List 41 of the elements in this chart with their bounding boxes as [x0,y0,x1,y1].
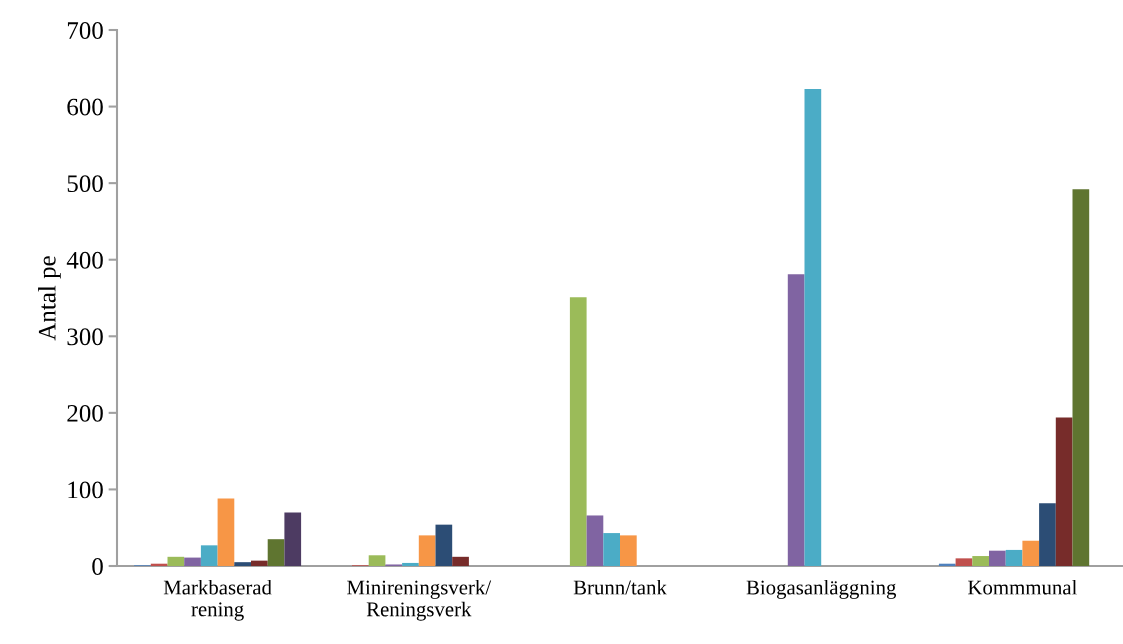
bar [972,556,989,566]
bar [569,297,587,566]
bar [368,555,386,566]
y-tick-label: 600 [67,98,103,116]
bar [167,556,185,566]
bar [787,274,805,566]
y-tick-label: 500 [67,175,103,193]
bar [1005,549,1023,566]
bar [1055,417,1073,566]
bar [955,558,973,566]
bar [418,535,436,566]
bar [989,550,1006,566]
bar [804,88,822,566]
bar [1039,503,1056,566]
x-tick-label: Markbaserad rening [163,579,272,621]
bar [620,535,637,566]
x-tick-label: Minireningsverk/ Reningsverk [347,579,492,621]
bar [217,498,235,566]
bar [452,556,469,566]
y-tick-label: 200 [67,404,103,422]
bar [234,562,251,566]
bar [603,533,620,566]
bar [251,560,268,566]
y-tick-label: 700 [67,22,103,39]
bar [284,512,302,566]
x-tick-label: Kommmunal [968,579,1077,595]
bar [267,539,285,566]
bar [1072,189,1090,566]
bar [200,545,218,566]
y-tick-label: 300 [67,328,103,346]
y-tick-label: 100 [68,481,103,499]
bar [586,515,604,566]
bar [402,562,419,566]
bar [184,557,201,566]
y-axis-title: Antal pe [38,256,61,341]
y-tick-label: 400 [66,251,103,269]
y-tick-label: 0 [92,558,103,575]
x-tick-label: Biogasanläggning [746,579,897,599]
x-tick-label: Brunn/tank [573,579,667,595]
bar [435,524,453,566]
bar [1022,540,1040,566]
